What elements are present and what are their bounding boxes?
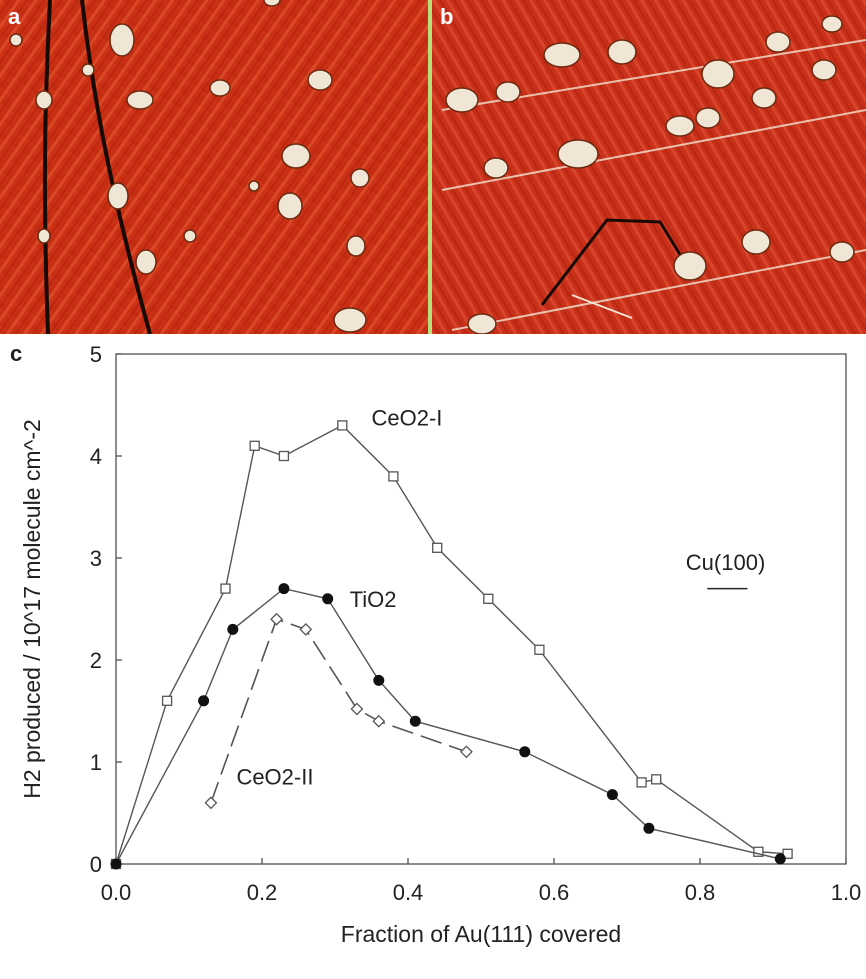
data-point (388, 471, 399, 482)
series-label-ceo2-ii: CeO2-II (236, 764, 313, 789)
data-point (110, 858, 122, 870)
data-point (636, 777, 647, 788)
plot-frame (115, 353, 847, 865)
data-point (409, 715, 421, 727)
data-point (373, 674, 385, 686)
data-point (198, 695, 210, 707)
stm-image-a (0, 0, 428, 334)
cu100-label: Cu(100) (686, 550, 765, 575)
data-point (278, 583, 290, 595)
y-tick-label: 3 (90, 546, 102, 571)
data-point (204, 796, 218, 810)
series-label-ceo2-i: CeO2-I (372, 405, 443, 430)
data-point (249, 440, 260, 451)
data-point (606, 789, 618, 801)
x-tick-label: 1.0 (831, 880, 862, 905)
data-point (651, 774, 662, 785)
stm-image-panel-a: a (0, 0, 428, 334)
y-tick-label: 5 (90, 342, 102, 367)
data-point (270, 612, 284, 626)
panel-label-c: c (10, 341, 22, 366)
stm-image-b (432, 0, 866, 334)
data-point (432, 542, 443, 553)
x-tick-label: 0.2 (247, 880, 278, 905)
series-layer (110, 420, 793, 870)
panel-label-b: b (440, 4, 454, 29)
data-point (774, 853, 786, 865)
x-tick-label: 0.0 (101, 880, 132, 905)
h2-production-chart: c 0.0 0.2 0.4 0.6 0.8 1.0 0 1 2 3 4 5 Fraction of … (10, 341, 862, 947)
y-tick-label: 1 (90, 750, 102, 775)
data-point (278, 450, 290, 462)
data-point (483, 593, 494, 604)
y-axis-label: H2 produced / 10^17 molecule cm^-2 (19, 419, 45, 799)
x-axis: 0.0 0.2 0.4 0.6 0.8 1.0 (101, 858, 862, 905)
x-tick-label: 0.4 (393, 880, 424, 905)
data-point (161, 695, 173, 706)
y-tick-label: 0 (90, 852, 102, 877)
label-layer: Fraction of Au(111) covered H2 produced /… (19, 405, 765, 947)
series-line-ceo2-ii (210, 618, 467, 804)
data-point (519, 746, 531, 758)
data-point (299, 622, 313, 636)
y-tick-label: 4 (90, 444, 102, 469)
data-point (534, 644, 545, 655)
series-label-tio2: TiO2 (350, 587, 397, 612)
panel-divider (428, 0, 432, 334)
series-ceo2-ii (204, 612, 473, 810)
series-line-ceo2-i (115, 424, 788, 865)
data-point (350, 702, 364, 716)
data-point (459, 745, 473, 759)
x-tick-label: 0.8 (685, 880, 716, 905)
y-tick-label: 2 (90, 648, 102, 673)
data-point (227, 623, 239, 635)
data-point (322, 593, 334, 605)
x-tick-label: 0.6 (539, 880, 570, 905)
series-line-tio2 (115, 587, 781, 865)
data-point (337, 420, 348, 431)
data-point (643, 822, 655, 834)
data-point (372, 714, 386, 728)
data-point (782, 848, 793, 859)
data-point (753, 846, 764, 857)
data-point (220, 583, 231, 594)
stm-image-panel-b: b (432, 0, 866, 334)
panel-label-a: a (8, 4, 21, 29)
x-axis-label: Fraction of Au(111) covered (341, 921, 621, 947)
series-tio2 (110, 583, 786, 870)
y-axis: 0 1 2 3 4 5 (90, 342, 122, 877)
